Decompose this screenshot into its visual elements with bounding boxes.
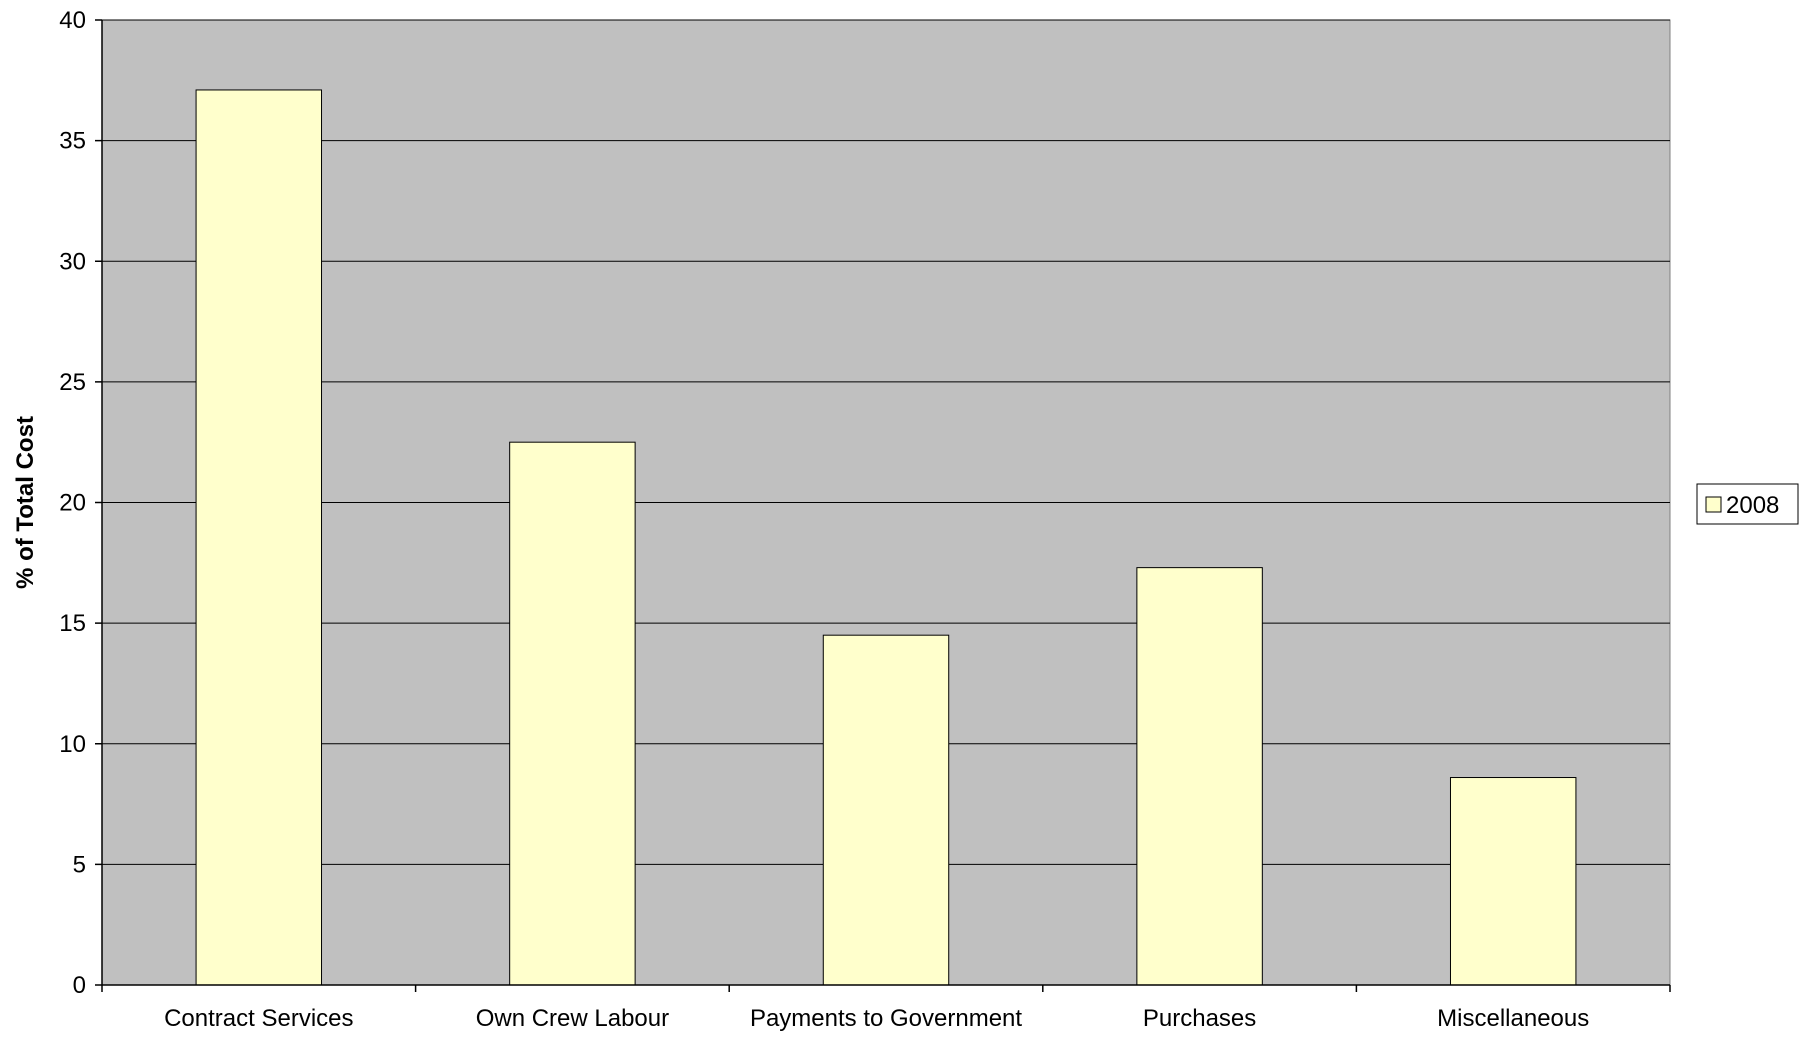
y-tick-label: 30 [59, 248, 86, 275]
y-tick-label: 40 [59, 7, 86, 34]
x-tick-label: Miscellaneous [1437, 1005, 1589, 1032]
y-tick-label: 15 [59, 610, 86, 637]
legend-swatch [1705, 496, 1722, 513]
legend-label: 2008 [1726, 492, 1779, 519]
y-tick-label: 0 [73, 972, 86, 999]
bar-miscellaneous[interactable] [1449, 777, 1577, 986]
y-tick-label: 25 [59, 369, 86, 396]
bar-purchases[interactable] [1136, 567, 1263, 986]
x-axis-ticks: Contract Services Own Crew Labour Payments… [101, 985, 1671, 1032]
y-tick-label: 10 [59, 731, 86, 758]
bar-contract-services[interactable] [195, 89, 323, 986]
bar-payments-to-government[interactable] [822, 634, 950, 986]
bars [195, 89, 1577, 986]
bar-own-crew-labour[interactable] [509, 441, 636, 986]
y-axis-title: % of Total Cost [12, 416, 39, 589]
x-tick-label: Purchases [1143, 1005, 1256, 1032]
gridlines [102, 19, 1670, 865]
x-tick-label: Payments to Government [750, 1005, 1022, 1032]
y-tick-label: 5 [73, 851, 86, 878]
x-tick-label: Contract Services [164, 1005, 353, 1032]
legend[interactable]: 2008 [1696, 483, 1799, 525]
y-tick-label: 35 [59, 128, 86, 155]
y-tick-label: 20 [59, 490, 86, 517]
y-axis-ticks: 0 5 10 15 20 25 30 35 40 [59, 7, 102, 999]
x-tick-label: Own Crew Labour [476, 1005, 669, 1032]
